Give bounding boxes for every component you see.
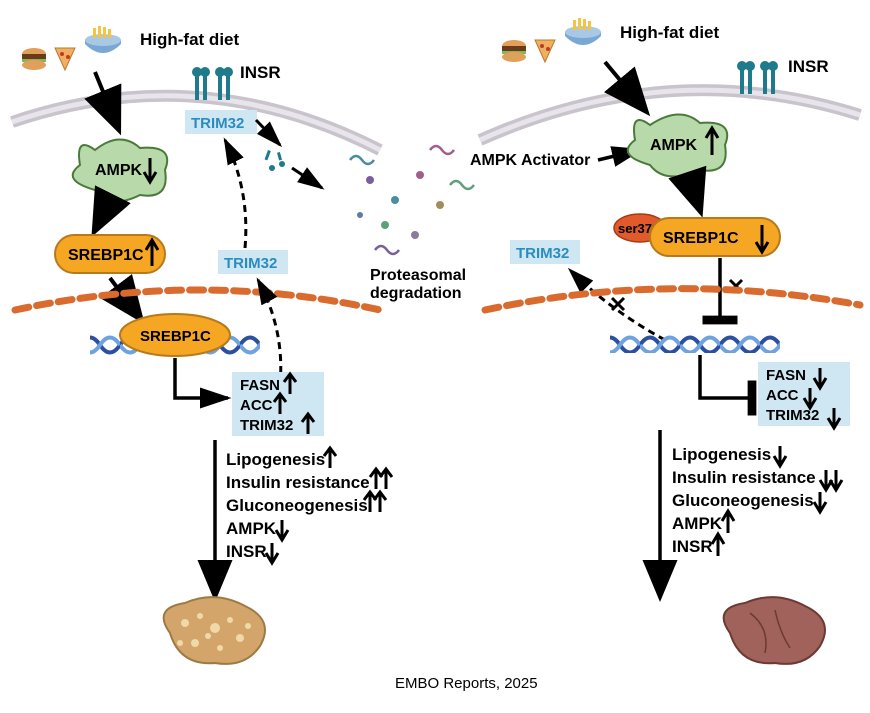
svg-text:TRIM32: TRIM32 [240, 417, 293, 434]
left-panel: High-fat diet INSR AMPK SREBP1C [12, 26, 392, 664]
svg-text:TRIM32: TRIM32 [766, 407, 819, 424]
svg-text:FASN: FASN [240, 377, 280, 394]
food-burger-icon-r [502, 40, 526, 62]
high-fat-diet-label-r: High-fat diet [620, 23, 719, 42]
svg-text:Insulin resistance: Insulin resistance [226, 473, 370, 492]
ampk-protein: AMPK [73, 139, 167, 201]
svg-text:Lipogenesis: Lipogenesis [226, 450, 325, 469]
nuclear-envelope-r [485, 289, 860, 310]
arrow-ampk-srebp-r [690, 180, 700, 210]
food-pizza-icon [55, 48, 75, 70]
svg-text:INSR: INSR [672, 537, 713, 556]
svg-text:SREBP1C: SREBP1C [140, 328, 211, 345]
high-fat-diet-label: High-fat diet [140, 30, 239, 49]
svg-text:Gluconeogenesis: Gluconeogenesis [226, 496, 368, 515]
ampk-activator-label: AMPK Activator [470, 152, 590, 169]
arrow-trim32-translocate [225, 140, 246, 248]
outcomes-right: Lipogenesis Insulin resistance Gluconeog… [672, 445, 842, 556]
arrow-trim32-insr [256, 120, 280, 145]
arrow-ampk-srebp [95, 200, 110, 230]
svg-text:AMPK: AMPK [672, 514, 723, 533]
svg-text:TRIM32: TRIM32 [224, 255, 277, 272]
trim32-mid-box-r: TRIM32 [510, 240, 580, 264]
citation-label: EMBO Reports, 2025 [395, 675, 538, 692]
center-degradation: Proteasomal degradation [350, 146, 474, 302]
insr-label: INSR [240, 63, 281, 82]
srebp1c-cyto: SREBP1C [55, 235, 165, 273]
svg-text:SREBP1C: SREBP1C [663, 230, 739, 247]
svg-text:AMPK: AMPK [226, 519, 277, 538]
fatty-liver-icon [164, 597, 265, 664]
x-mark-icon-2 [612, 298, 624, 310]
right-panel: High-fat diet INSR AMPK Activator AMPK s… [470, 18, 860, 664]
svg-text:TRIM32: TRIM32 [191, 115, 244, 132]
svg-text:ACC: ACC [240, 397, 273, 414]
healthy-liver-icon [724, 597, 825, 664]
trim32-mid-box: TRIM32 [218, 250, 288, 274]
dna-icon-r [610, 325, 780, 353]
receptor-fragments-icon [265, 150, 285, 171]
food-bowl-icon-r [565, 18, 601, 45]
svg-text:Gluconeogenesis: Gluconeogenesis [672, 491, 814, 510]
nuclear-envelope [15, 290, 380, 310]
svg-text:Lipogenesis: Lipogenesis [672, 445, 771, 464]
arrow-genes-inhibit [700, 355, 752, 398]
svg-text:AMPK: AMPK [650, 137, 698, 154]
food-bowl-icon [85, 26, 121, 53]
svg-text:AMPK: AMPK [95, 162, 143, 179]
genes-box-r: FASN ACC TRIM32 [758, 362, 850, 428]
srebp1c-nucleus: SREBP1C [120, 314, 230, 356]
proteasomal-degradation-label: Proteasomal degradation [370, 267, 471, 302]
svg-text:INSR: INSR [226, 542, 267, 561]
arrow-degrade-out [292, 168, 322, 188]
arrow-srebp-nucleus [110, 278, 140, 318]
svg-text:SREBP1C: SREBP1C [68, 247, 144, 264]
svg-text:Insulin resistance: Insulin resistance [672, 468, 816, 487]
arrow-transcription [175, 358, 228, 398]
svg-text:ACC: ACC [766, 387, 799, 404]
trim32-top-box: TRIM32 [185, 110, 257, 134]
genes-box: FASN ACC TRIM32 [232, 372, 324, 436]
outcomes-left: Lipogenesis Insulin resistance Gluconeog… [226, 448, 392, 563]
food-burger-icon [22, 48, 46, 70]
svg-text:TRIM32: TRIM32 [516, 245, 569, 262]
svg-text:FASN: FASN [766, 367, 806, 384]
insr-label-r: INSR [788, 57, 829, 76]
food-pizza-icon-r [535, 40, 555, 62]
